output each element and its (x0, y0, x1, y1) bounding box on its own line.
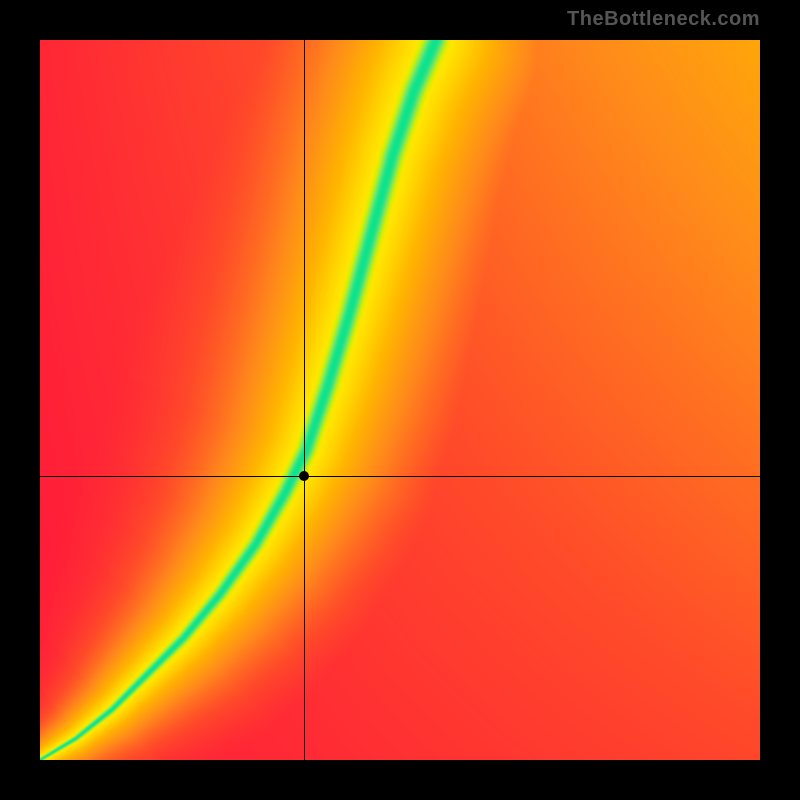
heatmap-canvas (40, 40, 760, 760)
watermark-text: TheBottleneck.com (567, 8, 760, 31)
selection-marker (299, 471, 309, 481)
crosshair-vertical (304, 40, 305, 760)
plot-area (40, 40, 760, 760)
crosshair-horizontal (40, 476, 760, 477)
